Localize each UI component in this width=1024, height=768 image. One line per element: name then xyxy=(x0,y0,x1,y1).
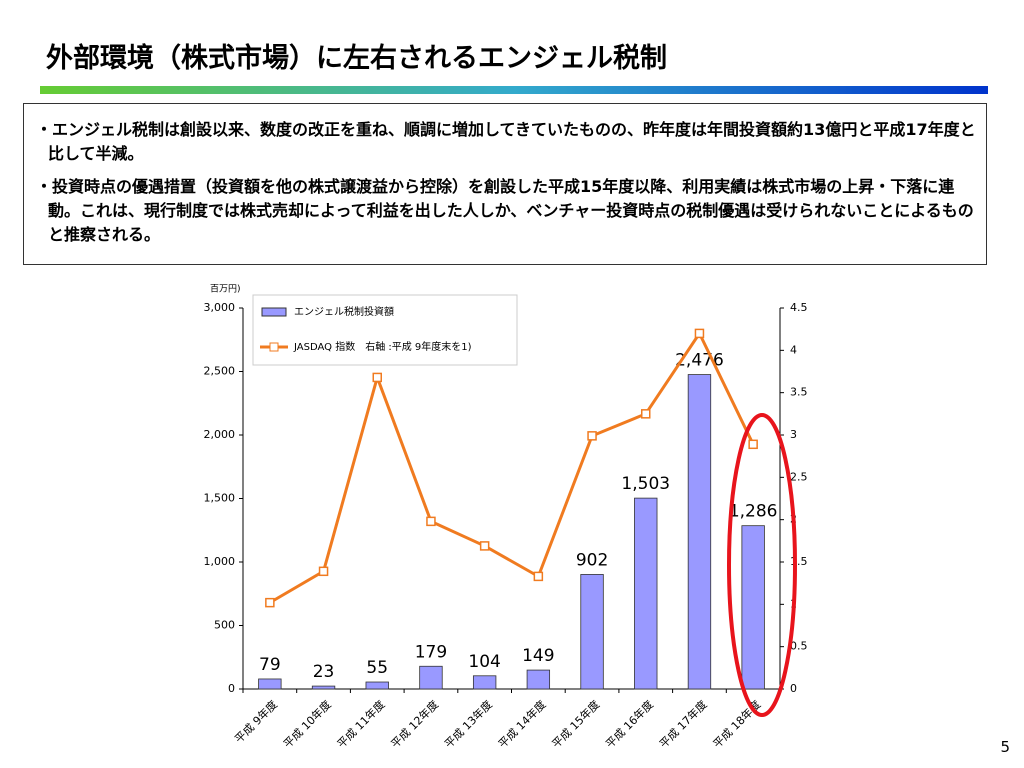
bullet: エンジェル税制は創設以来、数度の改正を重ね、順調に増加してきていたものの、昨年度… xyxy=(36,118,976,166)
y2-tick-label: 1.5 xyxy=(790,555,808,568)
x-tick-label: 平成 15年度 xyxy=(549,697,602,750)
bar xyxy=(687,374,712,690)
x-tick-label: 平成 9年度 xyxy=(232,697,280,745)
line-marker xyxy=(372,372,382,383)
line-marker xyxy=(587,431,597,441)
bar xyxy=(741,525,765,690)
line-marker xyxy=(426,516,436,527)
bar-value-label: 55 xyxy=(366,658,388,678)
bar-value-label: 1,503 xyxy=(621,474,670,494)
y2-tick-label: 4 xyxy=(790,343,797,356)
bar-value-label: 179 xyxy=(415,642,447,662)
x-tick-label: 平成 12年度 xyxy=(388,697,441,750)
y-axis-label: 百万円) xyxy=(210,284,241,295)
x-tick-label: 平成 16年度 xyxy=(603,697,656,750)
y-tick-label: 1,500 xyxy=(204,492,236,505)
bar xyxy=(472,675,497,690)
y2-tick-label: 0.5 xyxy=(790,640,808,653)
line-marker xyxy=(748,439,758,450)
bar xyxy=(526,669,551,690)
bar xyxy=(419,665,443,690)
bar-value-label: 23 xyxy=(313,662,335,682)
y-tick-label: 3,000 xyxy=(204,301,236,314)
text-box: エンジェル税制は創設以来、数度の改正を重ね、順調に増加してきていたものの、昨年度… xyxy=(23,103,987,265)
y-tick-label: 2,500 xyxy=(204,365,236,378)
legend-swatch xyxy=(269,342,279,352)
y-tick-label: 1,000 xyxy=(204,555,236,568)
line-marker xyxy=(533,571,544,582)
title-rule xyxy=(40,86,988,94)
legend-label: エンジェル税制投資額 xyxy=(294,305,394,318)
y-tick-label: 0 xyxy=(228,682,235,695)
slide-title: 外部環境（株式市場）に左右されるエンジェル税制 xyxy=(46,43,667,74)
bar xyxy=(580,574,604,690)
highlight-ellipse xyxy=(727,413,797,717)
x-tick-label: 平成 18年度 xyxy=(710,697,763,750)
bar xyxy=(311,685,336,690)
line-marker xyxy=(265,597,275,608)
y2-tick-label: 0 xyxy=(790,682,797,695)
y-tick-label: 2,000 xyxy=(204,428,236,441)
bar xyxy=(634,497,658,690)
legend-swatch xyxy=(261,307,287,317)
y2-tick-label: 2.5 xyxy=(790,470,808,483)
bar xyxy=(365,681,389,690)
bar xyxy=(258,678,282,690)
x-tick-label: 平成 11年度 xyxy=(334,697,387,750)
y2-tick-label: 3 xyxy=(790,428,797,441)
line xyxy=(269,330,755,604)
bar-value-label: 104 xyxy=(468,652,500,672)
line-marker xyxy=(479,541,490,551)
bar-value-label: 902 xyxy=(576,550,608,570)
bar-value-label: 149 xyxy=(522,646,554,666)
line-marker xyxy=(694,328,705,339)
page-number: 5 xyxy=(1000,738,1010,756)
bullet: 投資時点の優遇措置（投資額を他の株式譲渡益から控除）を創設した平成15年度以降、… xyxy=(36,175,976,247)
line-marker xyxy=(318,566,329,577)
line-marker xyxy=(641,409,651,419)
bar-value-label: 1,286 xyxy=(729,502,778,522)
x-tick-label: 平成 14年度 xyxy=(495,697,548,750)
y2-tick-label: 4.5 xyxy=(790,301,808,314)
bar-value-label: 79 xyxy=(259,655,281,675)
x-tick-label: 平成 13年度 xyxy=(442,697,495,750)
y-tick-label: 500 xyxy=(214,619,235,632)
x-tick-label: 平成 17年度 xyxy=(656,697,709,750)
legend-box xyxy=(252,294,518,366)
y2-tick-label: 3.5 xyxy=(790,386,808,399)
legend-label: JASDAQ 指数 右軸 :平成 9年度末を1) xyxy=(293,340,472,353)
x-tick-label: 平成 10年度 xyxy=(280,697,333,750)
